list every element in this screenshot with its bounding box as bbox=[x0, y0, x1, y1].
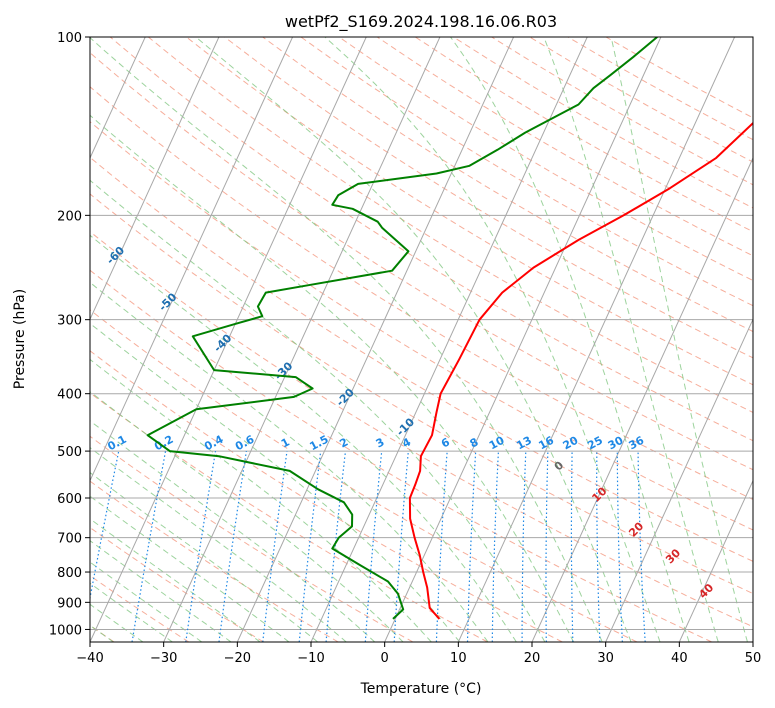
isotherm-line bbox=[163, 37, 441, 642]
moist-adiabat-line bbox=[90, 420, 376, 642]
y-axis: 100 200 300 400 500 600 700 800 900 1000 bbox=[49, 31, 90, 638]
isotherm-line bbox=[310, 37, 588, 642]
isotherm-line bbox=[678, 479, 753, 642]
y-tick-label: 400 bbox=[57, 388, 82, 403]
mixing-ratio-label: 25 bbox=[585, 434, 605, 453]
x-axis-label: Temperature (°C) bbox=[360, 681, 482, 697]
y-axis-label: Pressure (hPa) bbox=[12, 289, 28, 389]
moist-adiabat-line bbox=[90, 446, 347, 642]
isotherm-line bbox=[90, 37, 294, 482]
chart-title: wetPf2_S169.2024.198.16.06.R03 bbox=[285, 12, 557, 32]
y-tick-label: 100 bbox=[57, 31, 82, 46]
dewpoint-trace bbox=[146, 37, 658, 620]
mixing-ratio-label: 30 bbox=[606, 434, 626, 453]
x-tick-label: 50 bbox=[745, 651, 762, 666]
isotherm-line bbox=[90, 37, 220, 321]
moist-adiabat-line bbox=[90, 179, 546, 642]
y-tick-label: 900 bbox=[57, 596, 82, 611]
moist-adiabat-line bbox=[90, 281, 489, 642]
moist-adiabat-line bbox=[90, 561, 203, 642]
moist-adiabat-line bbox=[90, 234, 517, 642]
y-tick-label: 1000 bbox=[49, 623, 82, 638]
moist-adiabat-line bbox=[610, 37, 748, 642]
mixing-ratio-label: 10 bbox=[487, 434, 507, 453]
y-tick-label: 200 bbox=[57, 209, 82, 224]
dry-adiabat-line bbox=[90, 86, 753, 500]
temperature-trace bbox=[408, 121, 753, 620]
plot-frame bbox=[89, 36, 754, 643]
dry-adiabat-line bbox=[147, 37, 753, 413]
dry-adiabat-line bbox=[90, 480, 339, 642]
y-tick-label: 800 bbox=[57, 566, 82, 581]
moist-adiabat-line bbox=[90, 582, 173, 642]
x-tick-label: −40 bbox=[76, 651, 103, 666]
moist-adiabat-line bbox=[90, 37, 603, 642]
x-tick-label: 40 bbox=[671, 651, 688, 666]
moist-adiabat-line bbox=[195, 37, 632, 642]
dry-adiabat-line bbox=[300, 37, 753, 307]
isotherm-line bbox=[531, 156, 753, 642]
isotherm-line bbox=[90, 37, 146, 160]
mixing-ratio-line bbox=[364, 451, 383, 642]
y-tick-label: 600 bbox=[57, 492, 82, 507]
moist-adiabat-line bbox=[90, 358, 432, 642]
dry-adiabat-line bbox=[90, 193, 753, 595]
mixing-ratio-label: 36 bbox=[627, 434, 647, 453]
isotherm-line bbox=[384, 37, 662, 642]
moist-adiabat-line bbox=[450, 37, 690, 642]
moist-adiabat-line bbox=[90, 518, 261, 642]
dry-adiabat-line bbox=[109, 37, 753, 442]
mixing-ratio-label: 20 bbox=[561, 434, 581, 453]
x-axis: −40 −30 −20 −10 0 10 20 30 40 50 bbox=[76, 642, 761, 666]
dry-adiabat-line bbox=[90, 121, 753, 531]
x-tick-label: 0 bbox=[381, 651, 389, 666]
mixing-ratio-line bbox=[262, 451, 288, 642]
mixing-ratio-label: 13 bbox=[514, 434, 534, 453]
isotherm-line bbox=[236, 37, 515, 642]
x-tick-label: −20 bbox=[224, 651, 251, 666]
dry-adiabat-line bbox=[90, 350, 563, 642]
moist-adiabat-line bbox=[90, 391, 404, 642]
mixing-ratio-line bbox=[298, 451, 322, 642]
moist-adiabat-line bbox=[543, 37, 719, 642]
moist-adiabat-line bbox=[90, 540, 232, 642]
moist-adiabat-line bbox=[90, 114, 575, 642]
dry-adiabat-line bbox=[90, 156, 753, 562]
y-tick-label: 700 bbox=[57, 532, 82, 547]
mixing-ratio-label: 16 bbox=[536, 434, 556, 453]
dry-adiabat-line bbox=[90, 392, 488, 642]
mixing-ratio-line bbox=[185, 451, 217, 642]
dry-adiabat-line bbox=[262, 37, 753, 333]
moist-adiabat-line bbox=[324, 37, 661, 642]
dry-adiabat-line bbox=[90, 231, 753, 628]
moist-adiabat-line bbox=[90, 495, 290, 642]
moist-adiabat-line bbox=[90, 322, 461, 642]
mixing-ratio-line bbox=[218, 451, 247, 642]
x-tick-label: −10 bbox=[297, 651, 324, 666]
isotherm-line bbox=[457, 37, 736, 642]
x-tick-label: 10 bbox=[450, 651, 467, 666]
y-tick-label: 300 bbox=[57, 314, 82, 329]
isotherm-line bbox=[605, 318, 753, 642]
x-tick-label: 30 bbox=[597, 651, 614, 666]
x-tick-label: 20 bbox=[524, 651, 541, 666]
isotherm-line bbox=[90, 37, 367, 642]
mixing-ratio-line bbox=[325, 451, 347, 642]
x-tick-label: −30 bbox=[150, 651, 177, 666]
y-tick-label: 500 bbox=[57, 445, 82, 460]
dry-adiabat-line bbox=[90, 309, 638, 642]
